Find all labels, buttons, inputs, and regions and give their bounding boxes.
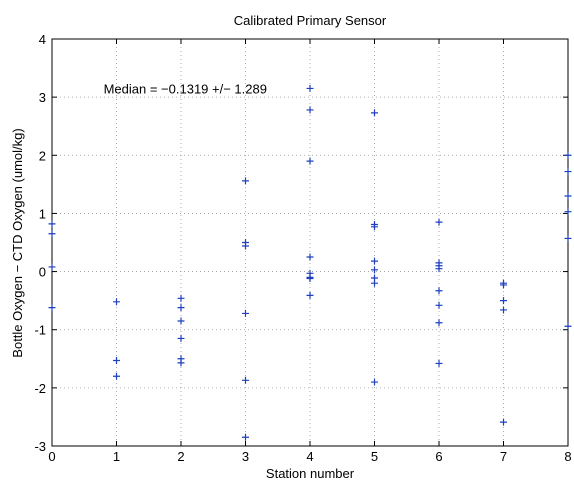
data-point	[371, 109, 378, 117]
y-tick-label: 2	[39, 148, 46, 163]
data-point	[48, 230, 56, 238]
data-point	[371, 378, 378, 386]
x-tick-label: 8	[564, 449, 571, 464]
data-point	[371, 223, 378, 231]
data-point	[48, 304, 56, 312]
axis-ticks	[51, 38, 569, 447]
data-point	[371, 279, 378, 287]
data-points	[48, 84, 572, 441]
median-annotation: Median = −0.1319 +/− 1.289	[104, 81, 267, 96]
data-point	[113, 372, 120, 380]
y-tick-label: 1	[39, 206, 46, 221]
y-axis-label: Bottle Oxygen − CTD Oxygen (umol/kg)	[10, 128, 25, 357]
data-point	[113, 357, 120, 365]
x-tick-label: 1	[113, 449, 120, 464]
y-tick-label: -2	[34, 381, 46, 396]
y-tick-label: 3	[39, 90, 46, 105]
data-point	[435, 287, 443, 295]
data-point	[177, 317, 185, 325]
data-point	[564, 192, 572, 200]
data-point	[306, 157, 314, 165]
data-point	[242, 309, 249, 317]
y-tick-label: -3	[34, 439, 46, 454]
x-tick-label: 3	[242, 449, 249, 464]
data-point	[113, 298, 120, 306]
x-tick-label: 0	[48, 449, 55, 464]
x-tick-label: 5	[371, 449, 378, 464]
data-point	[48, 263, 56, 271]
data-point	[306, 291, 314, 299]
data-point	[564, 168, 572, 176]
x-axis-label: Station number	[266, 466, 355, 481]
chart-title: Calibrated Primary Sensor	[234, 13, 387, 28]
x-tick-label: 7	[500, 449, 507, 464]
grid-lines	[52, 39, 568, 446]
data-point	[306, 275, 314, 283]
data-point	[371, 257, 378, 265]
data-point	[435, 218, 443, 226]
data-point	[306, 106, 314, 114]
data-point	[48, 220, 56, 228]
data-point	[435, 265, 443, 273]
data-point	[435, 319, 443, 327]
x-tick-label: 2	[177, 449, 184, 464]
data-point	[564, 151, 572, 159]
data-point	[177, 294, 185, 302]
data-point	[435, 359, 443, 367]
data-point	[500, 297, 507, 305]
x-tick-labels: 0 1 2 3 4 5 6 7 8	[48, 449, 571, 464]
x-tick-label: 4	[306, 449, 313, 464]
data-point	[177, 359, 185, 367]
data-point	[500, 418, 507, 426]
data-point	[306, 84, 314, 92]
data-point	[564, 322, 572, 330]
data-point	[435, 301, 443, 309]
data-point	[242, 177, 249, 185]
data-point	[177, 334, 185, 342]
plot-frame	[51, 38, 569, 447]
data-point	[177, 304, 185, 312]
data-point	[242, 376, 249, 384]
data-point	[242, 242, 249, 250]
y-tick-label: 4	[39, 32, 46, 47]
data-point	[242, 433, 249, 441]
x-tick-label: 6	[435, 449, 442, 464]
data-point	[371, 266, 378, 274]
data-point	[564, 234, 572, 242]
data-point	[500, 306, 507, 314]
data-point	[564, 208, 572, 216]
y-tick-labels: -3 -2 -1 0 1 2 3 4	[34, 32, 46, 454]
data-point	[306, 253, 314, 261]
y-tick-label: -1	[34, 323, 46, 338]
y-tick-label: 0	[39, 265, 46, 280]
data-point	[500, 281, 507, 289]
